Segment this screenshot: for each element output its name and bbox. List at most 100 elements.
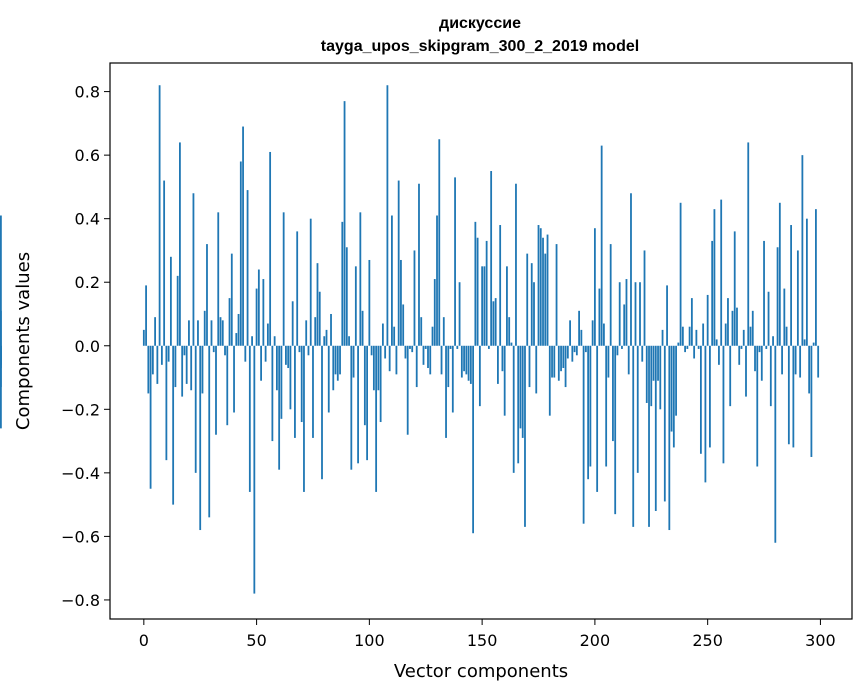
bar (309, 218, 312, 346)
bar (799, 345, 802, 378)
bar (169, 256, 172, 346)
bar (0, 345, 2, 429)
bar (192, 193, 195, 346)
bar (294, 345, 296, 438)
y-tick-label: 0.2 (75, 273, 100, 292)
bar (521, 345, 524, 438)
bar (199, 345, 202, 531)
bar (224, 345, 226, 356)
bar (727, 298, 729, 346)
bar (627, 345, 630, 375)
bar (386, 85, 389, 346)
bar (420, 317, 423, 346)
bar (765, 345, 768, 349)
bar (675, 345, 677, 416)
bar (729, 345, 732, 407)
bar (494, 298, 497, 346)
bar (688, 326, 691, 346)
bar (510, 342, 513, 346)
bar (569, 320, 571, 346)
bar (603, 323, 605, 346)
bar (524, 345, 526, 527)
x-tick-label: 0 (139, 631, 149, 650)
bar (474, 221, 477, 346)
bar (226, 345, 229, 426)
bar (787, 345, 790, 445)
bar (476, 237, 479, 346)
bar (0, 215, 2, 346)
bar (212, 345, 215, 353)
bar (715, 339, 718, 346)
bar (363, 345, 366, 426)
bar (285, 345, 287, 365)
bar (413, 250, 416, 346)
y-tick-label: −0.4 (61, 464, 100, 483)
bar (485, 240, 488, 346)
bar (323, 336, 326, 346)
bar (257, 269, 260, 346)
bar (181, 345, 184, 397)
bar (260, 345, 262, 381)
bar (271, 345, 274, 442)
bar (402, 304, 405, 346)
bar (460, 345, 463, 378)
bar (668, 345, 671, 531)
x-tick-label: 250 (692, 631, 723, 650)
bar (253, 345, 256, 594)
bar (327, 345, 330, 413)
bar (436, 215, 438, 346)
bar (321, 345, 323, 480)
bar (652, 345, 655, 381)
bar (557, 345, 560, 381)
bar (350, 345, 353, 470)
bar (548, 345, 551, 416)
bar (368, 259, 371, 346)
bar (375, 345, 378, 492)
bar (609, 244, 612, 346)
bar (167, 345, 170, 362)
bar (291, 301, 294, 346)
bar (440, 345, 443, 375)
bar (497, 345, 499, 384)
bar (724, 323, 727, 346)
bar (614, 345, 617, 515)
y-tick-label: −0.6 (61, 527, 100, 546)
bar (406, 345, 409, 435)
bar (194, 345, 197, 473)
bar (219, 317, 222, 346)
bar (679, 202, 682, 346)
bar (264, 345, 267, 362)
bar (517, 345, 520, 464)
bar (415, 345, 418, 388)
bar (487, 345, 490, 349)
bar (718, 345, 720, 365)
bar (774, 345, 777, 543)
bar (634, 282, 637, 346)
bar (591, 320, 594, 346)
bar (262, 279, 265, 346)
bar (269, 151, 272, 346)
bar (314, 317, 317, 346)
bar (661, 329, 664, 346)
bar (490, 171, 493, 346)
bar (693, 345, 696, 359)
bar (508, 317, 511, 346)
bar (641, 345, 644, 362)
bar (305, 320, 308, 346)
bar (147, 345, 150, 394)
bar (580, 329, 583, 346)
bar (553, 345, 556, 378)
bar (280, 345, 283, 419)
y-tick-label: 0.6 (75, 146, 100, 165)
bar (472, 345, 474, 534)
bar (711, 240, 714, 346)
bar (160, 345, 163, 365)
bar (704, 345, 707, 483)
bar (533, 282, 535, 346)
bar (388, 345, 391, 372)
bar (772, 336, 774, 346)
bar (334, 345, 337, 375)
bar (632, 345, 635, 527)
bar (713, 209, 716, 346)
bar (501, 345, 504, 372)
